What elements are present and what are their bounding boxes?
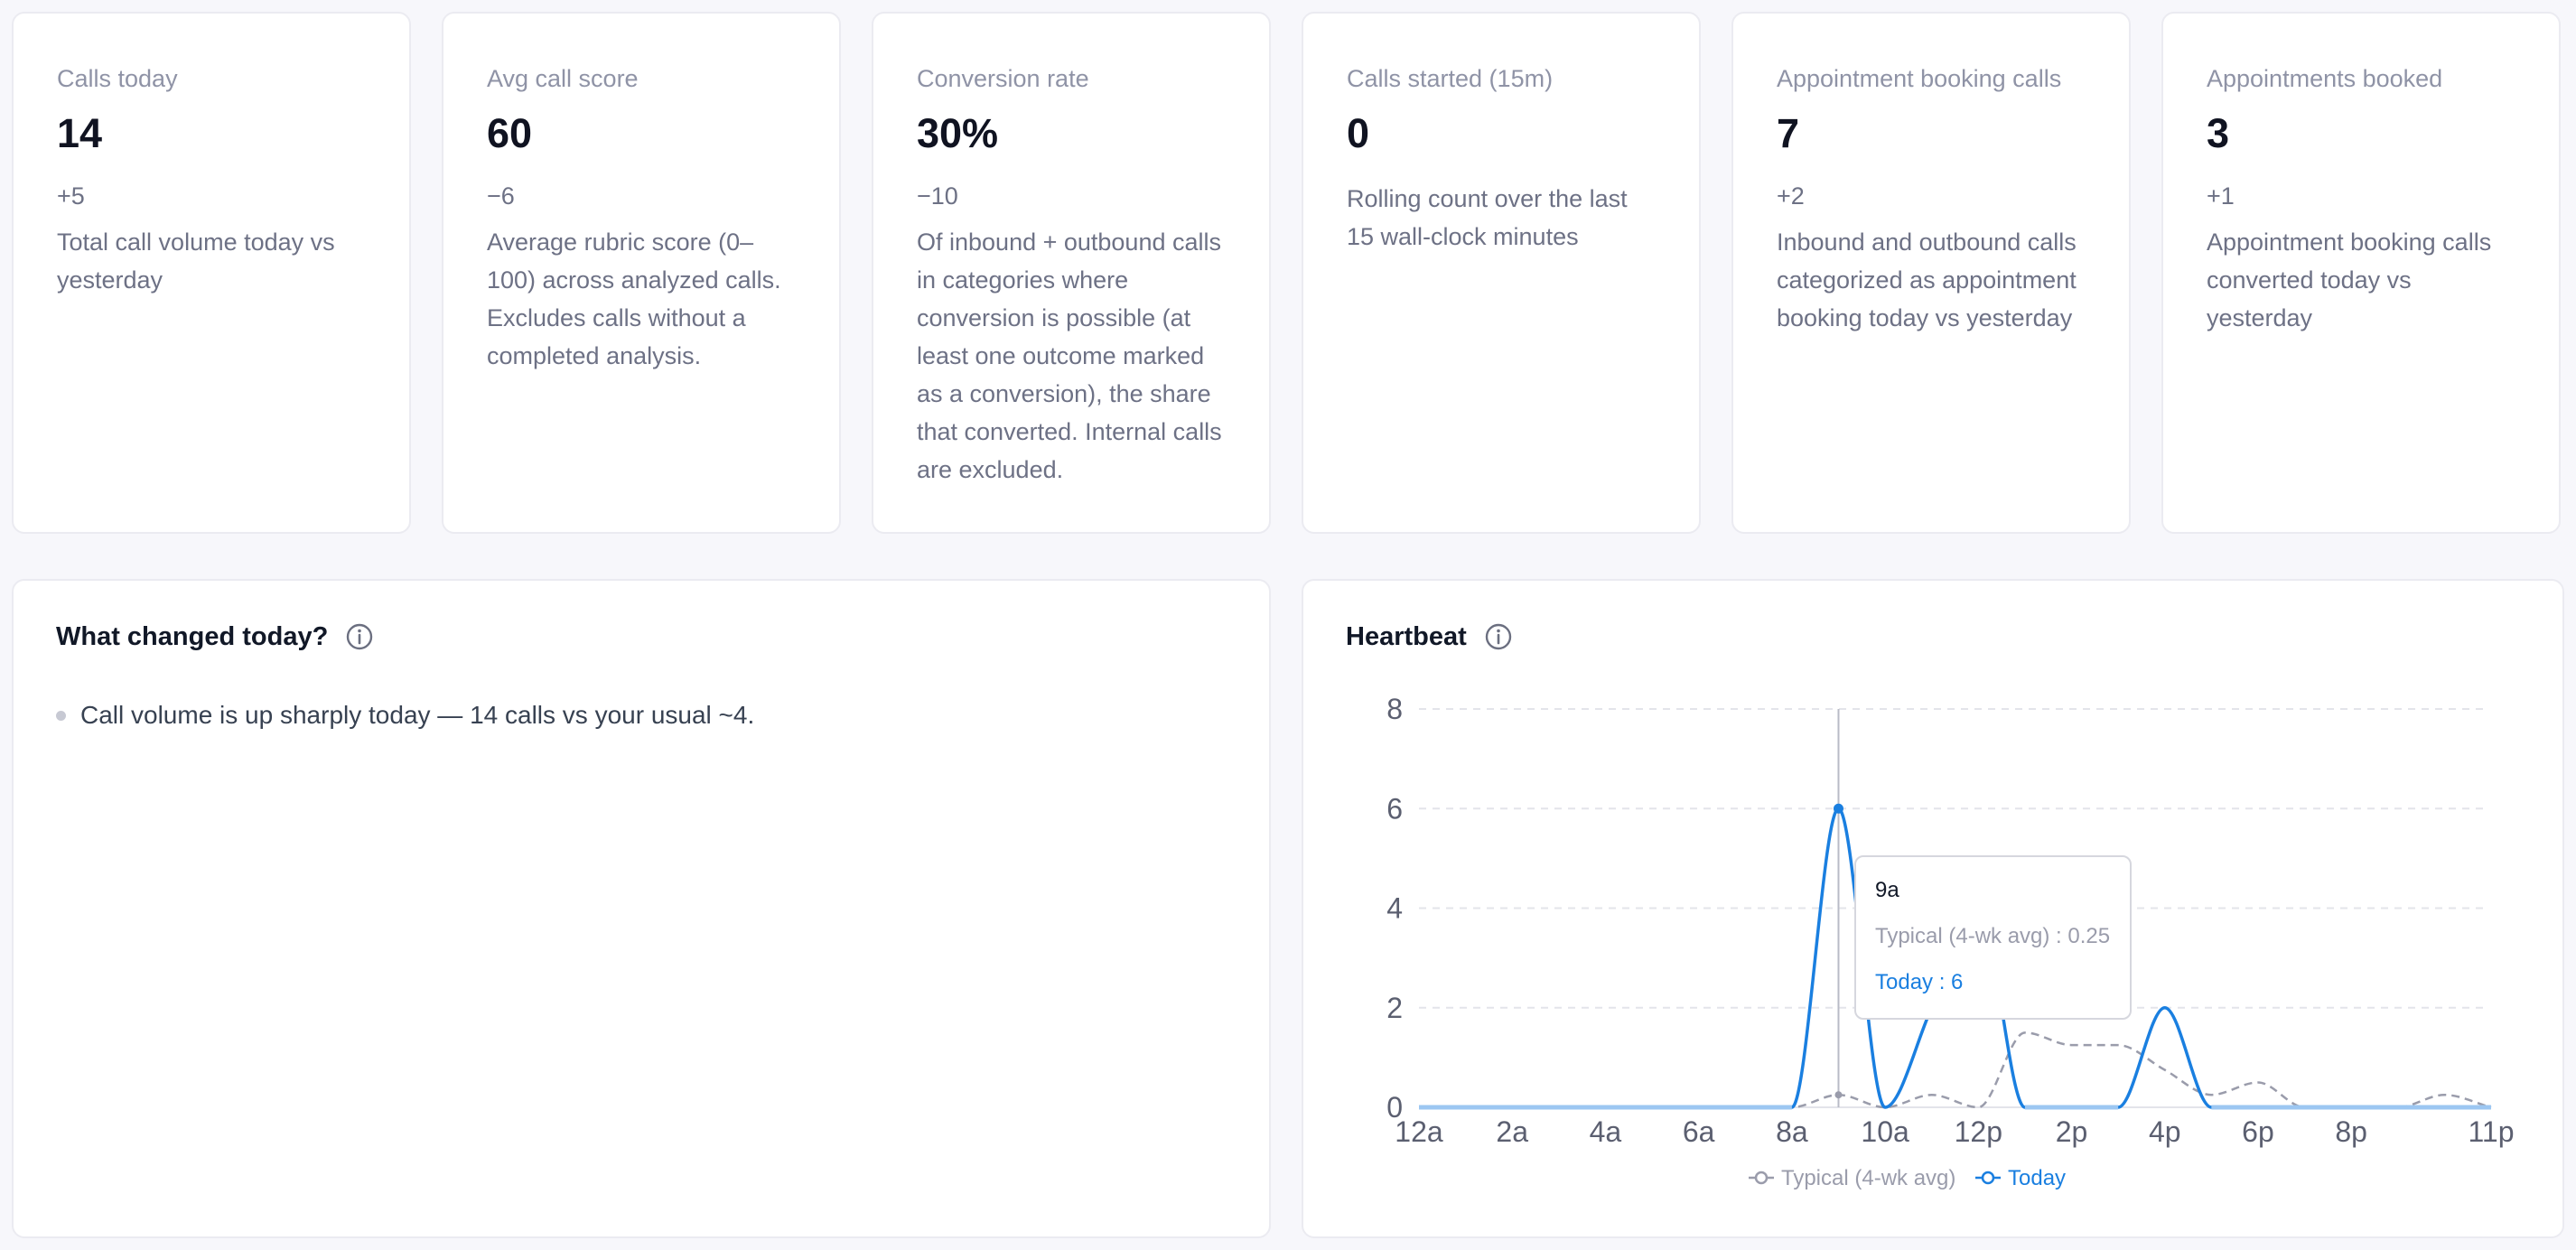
y-axis: 0 2 4 6 8 [1386, 693, 1403, 1124]
x-tick-label: 8a [1776, 1115, 1808, 1148]
heartbeat-chart: 0 2 4 6 8 12a 2a 4a 6a 8a 10a 12p 2p 4p 6p 8p 11p 9a Ty… [1386, 693, 2514, 1190]
y-tick-label: 0 [1386, 1091, 1403, 1124]
legend-label-today: Today [2008, 1166, 2066, 1190]
legend-label-typical: Typical (4-wk avg) [1781, 1166, 1955, 1190]
kpi-description: Of inbound + outbound calls in categorie… [917, 229, 1222, 483]
kpi-label: Conversion rate [917, 65, 1089, 92]
kpi-delta: −6 [487, 182, 515, 210]
kpi-card-calls-today: Calls today 14 +5 Total call volume toda… [12, 12, 411, 534]
legend-marker-icon [1754, 1171, 1769, 1185]
x-tick-label: 4p [2149, 1115, 2181, 1148]
kpi-value: 14 [57, 110, 103, 156]
y-tick-label: 8 [1386, 693, 1403, 725]
kpi-delta: +5 [57, 182, 85, 210]
kpi-value: 7 [1777, 110, 1800, 156]
legend-marker-icon [1981, 1171, 1995, 1185]
y-tick-label: 2 [1386, 992, 1403, 1024]
kpi-delta: +2 [1777, 182, 1805, 210]
kpi-value: 30% [917, 110, 999, 156]
change-list-item: Call volume is up sharply today — 14 cal… [56, 701, 754, 730]
kpi-label: Avg call score [487, 65, 639, 92]
tooltip-box [1854, 855, 2132, 1020]
x-tick-label: 8p [2335, 1115, 2367, 1148]
kpi-value: 0 [1347, 110, 1370, 156]
x-tick-label: 12a [1395, 1115, 1443, 1148]
heartbeat-title: Heartbeat [1346, 621, 1467, 651]
info-icon[interactable] [1483, 621, 1514, 652]
info-icon[interactable] [344, 621, 375, 652]
kpi-label: Appointments booked [2207, 65, 2443, 92]
bullet-icon [56, 710, 66, 721]
x-tick-label: 6p [2242, 1115, 2274, 1148]
legend-item-today[interactable]: Today [1975, 1166, 2066, 1190]
x-tick-label: 6a [1683, 1115, 1715, 1148]
x-axis: 12a 2a 4a 6a 8a 10a 12p 2p 4p 6p 8p 11p [1395, 1115, 2514, 1148]
legend-item-typical[interactable]: Typical (4-wk avg) [1749, 1166, 1955, 1190]
kpi-value: 60 [487, 110, 533, 156]
what-changed-header: What changed today? [56, 621, 375, 652]
kpi-label: Appointment booking calls [1777, 65, 2062, 92]
kpi-description: Appointment booking calls converted toda… [2207, 229, 2492, 331]
kpi-card-calls-started: Calls started (15m) 0 Rolling count over… [1302, 12, 1701, 534]
heartbeat-header: Heartbeat [1346, 621, 1514, 652]
y-tick-label: 4 [1386, 892, 1403, 925]
what-changed-title: What changed today? [56, 621, 329, 651]
kpi-description: Average rubric score (0–100) across anal… [487, 229, 781, 369]
kpi-description: Rolling count over the last 15 wall-cloc… [1347, 185, 1628, 250]
kpi-label: Calls today [57, 65, 178, 92]
kpi-card-appointment-booking-calls: Appointment booking calls 7 +2 Inbound a… [1731, 12, 2131, 534]
kpi-card-conversion-rate: Conversion rate 30% −10 Of inbound + out… [872, 12, 1271, 534]
point-typical[interactable] [1834, 1091, 1843, 1099]
chart-tooltip: 9a Typical (4-wk avg) : 0.25 Today : 6 [1854, 855, 2132, 1020]
what-changed-panel [12, 579, 1271, 1238]
tooltip-today-value: Today : 6 [1875, 970, 1963, 994]
x-tick-label: 11p [2468, 1115, 2514, 1148]
tooltip-hour: 9a [1875, 878, 1899, 902]
kpi-value: 3 [2207, 110, 2230, 156]
x-tick-label: 12p [1955, 1115, 2002, 1148]
kpi-description: Inbound and outbound calls categorized a… [1777, 229, 2077, 331]
series-line-typical [1419, 1031, 2492, 1109]
kpi-label: Calls started (15m) [1347, 65, 1554, 92]
kpi-description: Total call volume today vs yesterday [57, 229, 335, 294]
change-text: Call volume is up sharply today — 14 cal… [80, 701, 755, 729]
tooltip-typical-value: Typical (4-wk avg) : 0.25 [1875, 924, 2110, 948]
y-tick-label: 6 [1386, 792, 1403, 825]
x-tick-label: 10a [1861, 1115, 1909, 1148]
point-today[interactable] [1833, 803, 1843, 814]
kpi-card-avg-call-score: Avg call score 60 −6 Average rubric scor… [442, 12, 841, 534]
kpi-delta: −10 [917, 182, 958, 210]
kpi-card-appointments-booked: Appointments booked 3 +1 Appointment boo… [2161, 12, 2561, 534]
x-tick-label: 2a [1496, 1115, 1528, 1148]
x-tick-label: 2p [2056, 1115, 2088, 1148]
chart-legend: Typical (4-wk avg) Today [1749, 1166, 2066, 1190]
kpi-delta: +1 [2207, 182, 2235, 210]
x-tick-label: 4a [1590, 1115, 1622, 1148]
